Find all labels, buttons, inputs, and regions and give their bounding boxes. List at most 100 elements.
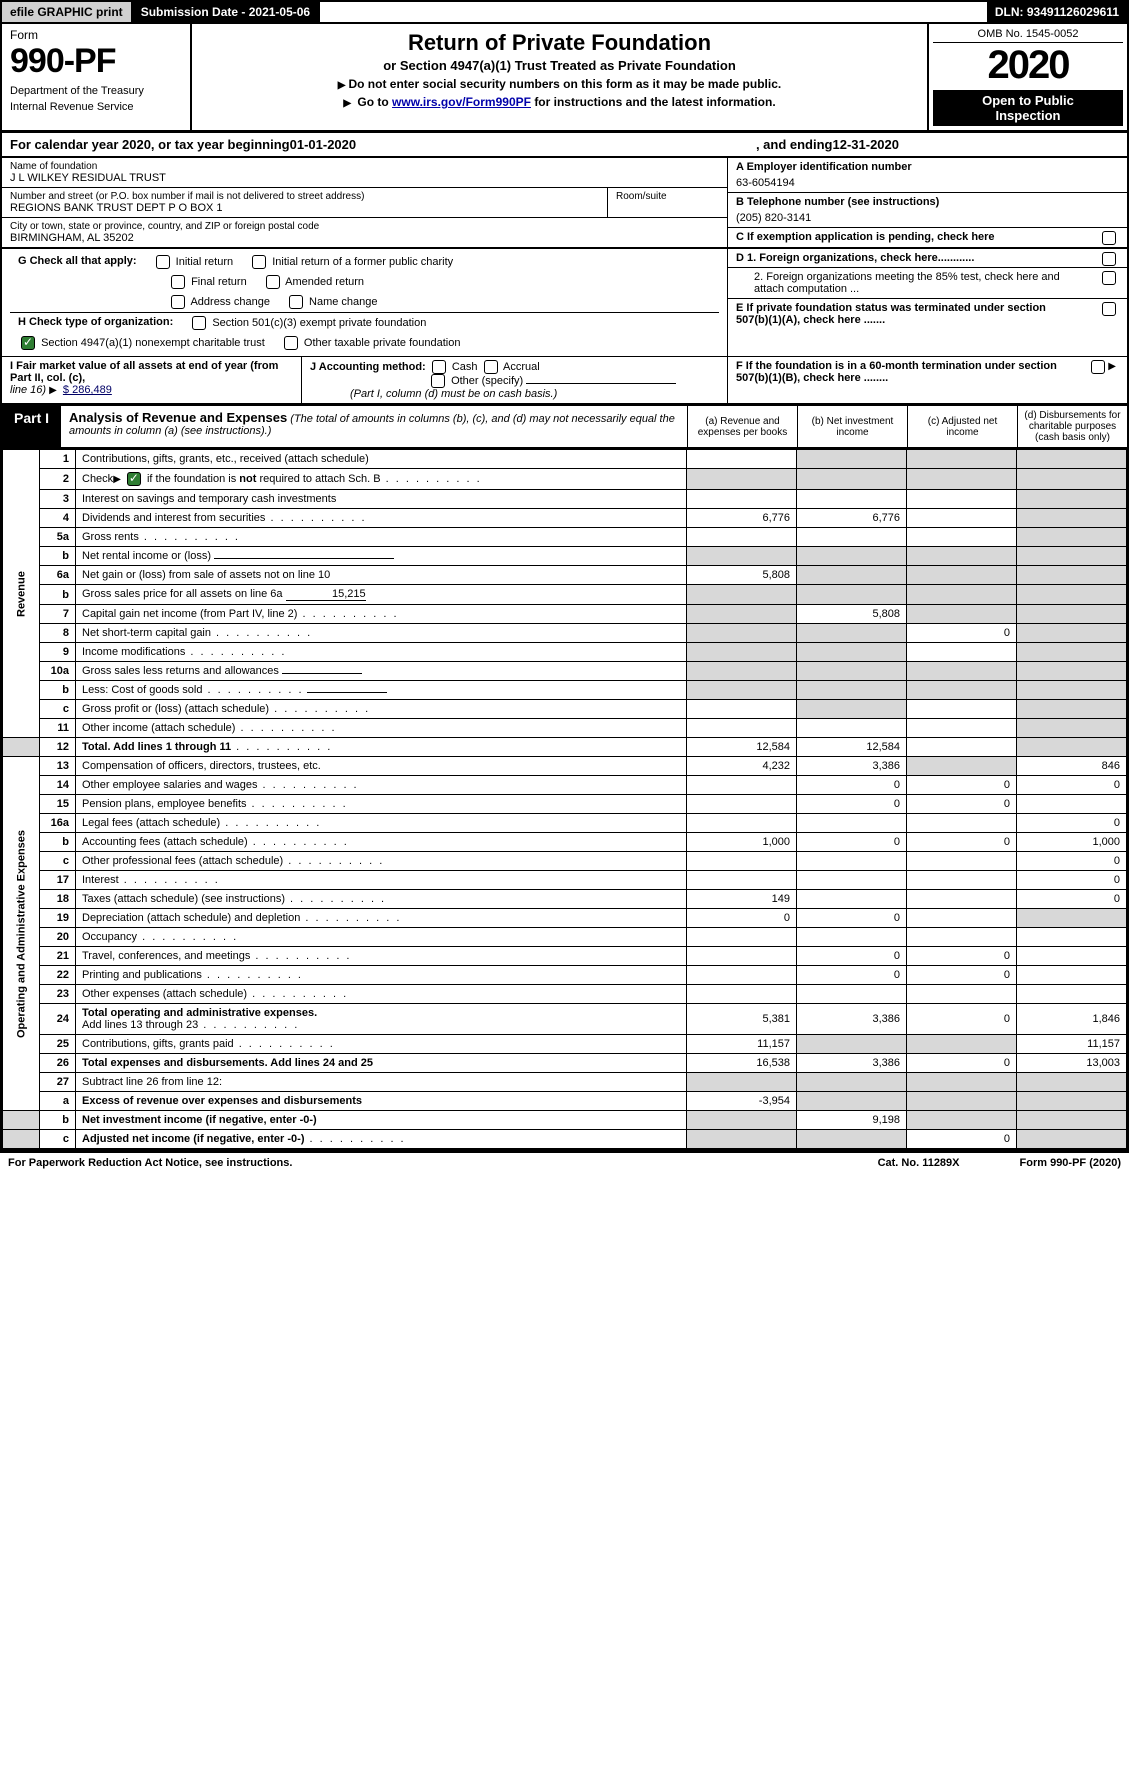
table-row: 20Occupancy bbox=[3, 928, 1127, 947]
sub-date-prefix: Submission Date - bbox=[141, 5, 249, 19]
part-i-title: Analysis of Revenue and Expenses bbox=[69, 410, 287, 425]
sch-b-checkbox[interactable] bbox=[127, 472, 141, 486]
row-11-label: Other income (attach schedule) bbox=[82, 722, 235, 734]
r24-col-d: 1,846 bbox=[1017, 1004, 1127, 1035]
row-10a-label: Gross sales less returns and allowances bbox=[76, 662, 687, 681]
i-label: I Fair market value of all assets at end… bbox=[10, 360, 278, 384]
table-row: 11Other income (attach schedule) bbox=[3, 719, 1127, 738]
col-c-header: (c) Adjusted net income bbox=[907, 406, 1017, 447]
initial-return-checkbox[interactable] bbox=[156, 255, 170, 269]
amended-return-checkbox[interactable] bbox=[266, 275, 280, 289]
r7-col-b: 5,808 bbox=[797, 605, 907, 624]
h-label: H Check type of organization: bbox=[10, 313, 181, 333]
501c3-checkbox[interactable] bbox=[192, 316, 206, 330]
address-change-checkbox[interactable] bbox=[171, 295, 185, 309]
row-25-label: Contributions, gifts, grants paid bbox=[82, 1038, 234, 1050]
f-checkbox[interactable] bbox=[1091, 360, 1105, 374]
r19-col-b: 0 bbox=[797, 909, 907, 928]
table-row: 16aLegal fees (attach schedule) 0 bbox=[3, 814, 1127, 833]
table-row: cGross profit or (loss) (attach schedule… bbox=[3, 700, 1127, 719]
form990pf-link[interactable]: www.irs.gov/Form990PF bbox=[392, 95, 531, 109]
tel-label: B Telephone number (see instructions) bbox=[736, 196, 1119, 208]
address: REGIONS BANK TRUST DEPT P O BOX 1 bbox=[10, 202, 599, 214]
row-17-label: Interest bbox=[82, 874, 119, 886]
g-label: G Check all that apply: bbox=[10, 252, 145, 272]
row-5b-label: Net rental income or (loss) bbox=[76, 547, 687, 566]
4947a1-checkbox[interactable] bbox=[21, 336, 35, 350]
fmv-value: $ 286,489 bbox=[63, 384, 112, 396]
r22-col-c: 0 bbox=[907, 966, 1017, 985]
arrow-icon bbox=[49, 384, 60, 396]
r14-col-b: 0 bbox=[797, 776, 907, 795]
ein-cell: A Employer identification number 63-6054… bbox=[728, 158, 1127, 193]
col-d-header: (d) Disbursements for charitable purpose… bbox=[1017, 406, 1127, 447]
paperwork-notice: For Paperwork Reduction Act Notice, see … bbox=[8, 1157, 292, 1169]
telephone-cell: B Telephone number (see instructions) (2… bbox=[728, 193, 1127, 228]
d1-cell: D 1. Foreign organizations, check here..… bbox=[728, 249, 1127, 268]
r25-col-a: 11,157 bbox=[687, 1035, 797, 1054]
r16c-col-d: 0 bbox=[1017, 852, 1127, 871]
row-16c-label: Other professional fees (attach schedule… bbox=[82, 855, 283, 867]
table-row: 27Subtract line 26 from line 12: bbox=[3, 1073, 1127, 1092]
goto-note: Go to www.irs.gov/Form990PF for instruct… bbox=[198, 95, 921, 109]
row-15-label: Pension plans, employee benefits bbox=[82, 798, 247, 810]
row-1-label: Contributions, gifts, grants, etc., rece… bbox=[76, 450, 687, 469]
i-line-label: line 16) bbox=[10, 384, 46, 396]
revenue-side-label: Revenue bbox=[3, 450, 40, 738]
column-headers: (a) Revenue and expenses per books (b) N… bbox=[687, 406, 1127, 447]
d1-checkbox[interactable] bbox=[1102, 252, 1116, 266]
d1-label: D 1. Foreign organizations, check here..… bbox=[736, 252, 974, 264]
identity-grid: Name of foundation J L WILKEY RESIDUAL T… bbox=[2, 158, 1127, 249]
table-row: bNet rental income or (loss) bbox=[3, 547, 1127, 566]
cal-prefix: For calendar year 2020, or tax year begi… bbox=[10, 137, 290, 152]
j-label: J Accounting method: bbox=[310, 361, 426, 373]
form-header: Form 990-PF Department of the Treasury I… bbox=[2, 24, 1127, 133]
e-checkbox[interactable] bbox=[1102, 302, 1116, 316]
table-row: 17Interest 0 bbox=[3, 871, 1127, 890]
row-10b-label: Less: Cost of goods sold bbox=[76, 681, 687, 700]
row-10c-label: Gross profit or (loss) (attach schedule) bbox=[82, 703, 269, 715]
ssn-note: Do not enter social security numbers on … bbox=[198, 77, 921, 91]
row-4-label: Dividends and interest from securities bbox=[82, 512, 265, 524]
row-26-label: Total expenses and disbursements. Add li… bbox=[82, 1057, 373, 1069]
table-row: 4Dividends and interest from securities … bbox=[3, 509, 1127, 528]
e-cell: E If private foundation status was termi… bbox=[728, 299, 1127, 329]
initial-former-checkbox[interactable] bbox=[252, 255, 266, 269]
r15-col-b: 0 bbox=[797, 795, 907, 814]
c-checkbox[interactable] bbox=[1102, 231, 1116, 245]
table-row: Operating and Administrative Expenses 13… bbox=[3, 757, 1127, 776]
r27b-col-b: 9,198 bbox=[797, 1111, 907, 1130]
dln-value: DLN: 93491126029611 bbox=[987, 2, 1127, 22]
tax-year: 2020 bbox=[933, 43, 1123, 88]
table-row: 8Net short-term capital gain 0 bbox=[3, 624, 1127, 643]
accrual-checkbox[interactable] bbox=[484, 360, 498, 374]
name-change-label: Name change bbox=[309, 296, 378, 308]
r16b-col-c: 0 bbox=[907, 833, 1017, 852]
open-line1: Open to Public bbox=[933, 93, 1123, 108]
final-return-checkbox[interactable] bbox=[171, 275, 185, 289]
name-label: Name of foundation bbox=[10, 161, 719, 172]
other-method-checkbox[interactable] bbox=[431, 374, 445, 388]
cal-end: 12-31-2020 bbox=[833, 137, 900, 152]
other-taxable-checkbox[interactable] bbox=[284, 336, 298, 350]
g-row-3: Address change Name change bbox=[160, 292, 719, 312]
efile-print-button[interactable]: efile GRAPHIC print bbox=[2, 2, 133, 22]
header-left: Form 990-PF Department of the Treasury I… bbox=[2, 24, 192, 130]
name-change-checkbox[interactable] bbox=[289, 295, 303, 309]
row-27a-label: Excess of revenue over expenses and disb… bbox=[82, 1095, 362, 1107]
open-to-public: Open to Public Inspection bbox=[933, 90, 1123, 126]
d2-checkbox[interactable] bbox=[1102, 271, 1116, 285]
form-subtitle: or Section 4947(a)(1) Trust Treated as P… bbox=[198, 58, 921, 73]
form-number: 990-PF bbox=[10, 42, 182, 81]
r16b-col-b: 0 bbox=[797, 833, 907, 852]
c-label: C If exemption application is pending, c… bbox=[736, 231, 995, 243]
submission-date-label: Submission Date - 2021-05-06 bbox=[133, 2, 320, 22]
initial-return-label: Initial return bbox=[176, 256, 233, 268]
other-method-field[interactable] bbox=[526, 383, 676, 384]
h-row-2: Section 4947(a)(1) nonexempt charitable … bbox=[10, 333, 719, 353]
dept-treasury: Department of the Treasury bbox=[10, 85, 182, 97]
r26-col-c: 0 bbox=[907, 1054, 1017, 1073]
cash-checkbox[interactable] bbox=[432, 360, 446, 374]
r15-col-c: 0 bbox=[907, 795, 1017, 814]
row-12-label: Total. Add lines 1 through 11 bbox=[82, 741, 231, 753]
